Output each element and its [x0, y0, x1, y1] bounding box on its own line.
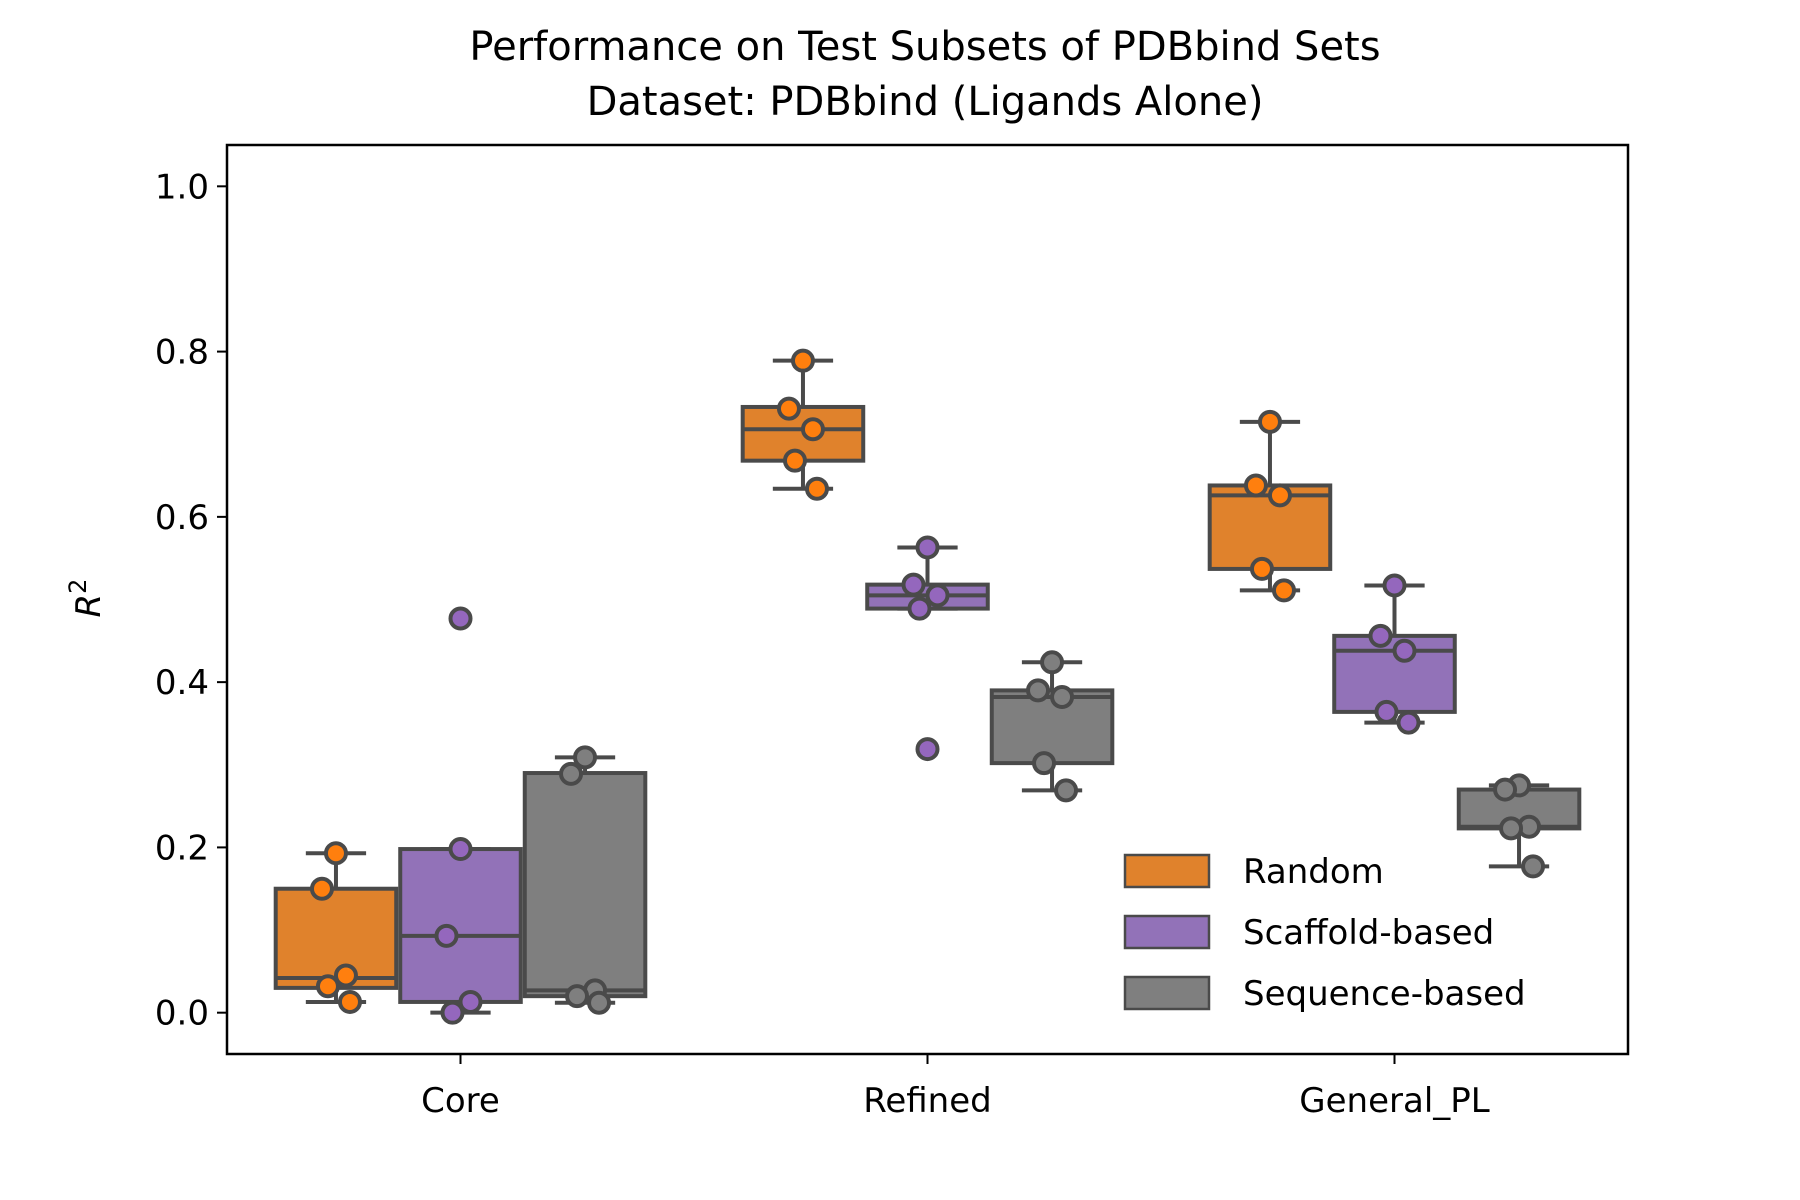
data-point	[1392, 638, 1417, 663]
legend-label: Sequence-based	[1243, 974, 1526, 1014]
box-scaffold-based-refined	[865, 535, 990, 762]
data-point	[907, 596, 932, 621]
data-point	[1382, 573, 1407, 598]
data-point	[1054, 778, 1079, 803]
x-tick-label: Refined	[863, 1081, 991, 1121]
data-point	[1032, 751, 1057, 776]
y-tick-label: 0.6	[155, 498, 209, 538]
data-point	[587, 990, 612, 1015]
data-point	[1267, 483, 1292, 508]
box-sequence-based-refined	[989, 650, 1115, 803]
data-point	[1493, 777, 1518, 802]
data-point	[448, 837, 473, 862]
legend-label: Scaffold-based	[1243, 913, 1494, 953]
data-point	[800, 417, 825, 442]
outlier-point	[448, 606, 473, 631]
chart-subtitle: Dataset: PDBbind (Ligands Alone)	[587, 79, 1264, 125]
legend-swatch	[1123, 914, 1211, 950]
y-axis-label-main: R	[69, 594, 109, 618]
y-tick-label: 0.8	[155, 333, 209, 373]
box-body	[522, 771, 648, 999]
data-point	[790, 348, 815, 373]
outlier-point	[915, 737, 940, 762]
data-point	[565, 984, 590, 1009]
box-random-general-pl	[1207, 409, 1333, 603]
data-point	[1271, 578, 1296, 603]
data-point	[323, 841, 348, 866]
data-point	[1249, 556, 1274, 581]
box-scaffold-based-core	[398, 606, 523, 1025]
y-tick-label: 0.2	[155, 828, 209, 868]
data-point	[1243, 473, 1268, 498]
data-point	[925, 583, 950, 608]
y-axis-label: R2	[64, 579, 109, 618]
data-point	[804, 476, 829, 501]
data-point	[915, 535, 940, 560]
data-point	[776, 396, 801, 421]
y-tick-label: 1.0	[155, 167, 209, 207]
box-random-refined	[740, 348, 866, 501]
box-body	[398, 847, 523, 1004]
legend: Random Scaffold-based Sequence-based	[1123, 852, 1526, 1014]
data-point	[1499, 816, 1524, 841]
box-sequence-based-core	[522, 745, 648, 1015]
data-point	[1257, 409, 1282, 434]
box-sequence-based-general-pl	[1456, 773, 1582, 879]
box-scaffold-based-general-pl	[1332, 573, 1457, 735]
plot-area: 0.0 0.2 0.4 0.6 0.8 1.0 Core Refined General_PL	[155, 143, 1630, 1121]
data-point	[309, 876, 334, 901]
data-point	[559, 761, 584, 786]
data-point	[1521, 854, 1546, 879]
data-point	[458, 989, 483, 1014]
data-point	[782, 448, 807, 473]
data-point	[1374, 699, 1399, 724]
legend-swatch	[1123, 853, 1211, 889]
legend-label: Random	[1243, 852, 1384, 892]
legend-swatch	[1123, 975, 1211, 1011]
box-random-core	[273, 841, 399, 1014]
data-point	[1368, 623, 1393, 648]
x-tick-label: General_PL	[1299, 1081, 1489, 1121]
x-tick-label: Core	[421, 1081, 500, 1121]
data-point	[315, 974, 340, 999]
data-point	[1050, 685, 1075, 710]
y-tick-label: 0.4	[155, 663, 209, 703]
data-point	[333, 963, 358, 988]
data-point	[573, 745, 598, 770]
data-point	[1026, 678, 1051, 703]
data-point	[1040, 650, 1065, 675]
data-point	[440, 1000, 465, 1025]
chart-title: Performance on Test Subsets of PDBbind S…	[469, 24, 1380, 70]
y-axis-label-superscript: 2	[64, 579, 92, 594]
data-point	[1396, 710, 1421, 735]
data-point	[337, 989, 362, 1014]
data-point	[434, 923, 459, 948]
y-tick-label: 0.0	[155, 994, 209, 1034]
data-point	[901, 572, 926, 597]
